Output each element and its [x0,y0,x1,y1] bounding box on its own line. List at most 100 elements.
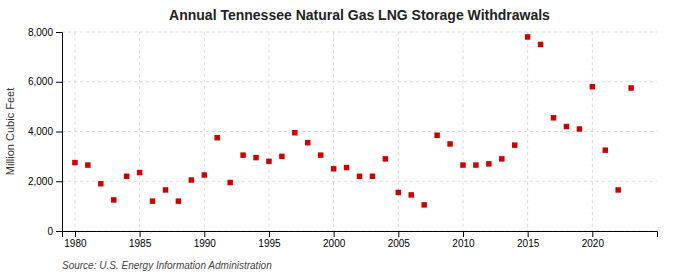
point [486,161,491,166]
grid-line [398,32,399,231]
point [396,190,401,195]
point [72,160,77,165]
tick-label: 8,000 [28,27,53,38]
point [344,165,349,170]
point [577,126,582,131]
tick: 2005 [388,231,411,249]
point [202,172,207,177]
tick: 1980 [64,231,87,249]
grid-line [333,32,334,231]
tick-mark [528,231,529,237]
point [551,115,556,120]
y-axis: 0 2,000 4,000 6,000 8,000 [28,27,63,237]
axis-line [56,33,63,232]
tick-mark [75,231,76,237]
y-axis-title: Million Cubic Feet [4,88,16,175]
grid-line [74,32,75,231]
tick-label: 6,000 [28,76,53,87]
point [421,202,426,207]
title: Annual Tennessee Natural Gas LNG Storage… [169,7,550,23]
tick: 2,000 [28,176,62,187]
tick-label: 2020 [582,238,605,249]
point [189,177,194,182]
point [499,156,504,161]
point [176,198,181,203]
point [163,187,168,192]
tick: 8,000 [28,27,62,38]
tick-label: 2000 [323,238,346,249]
point [564,124,569,129]
tick: 1995 [258,231,281,249]
tick: 1985 [129,231,152,249]
point [460,162,465,167]
point [447,141,452,146]
tick-label: 1995 [258,238,281,249]
point [512,142,517,147]
point [279,154,284,159]
point [615,187,620,192]
tick: 6,000 [28,76,62,87]
point [253,155,258,160]
grid-line [62,81,657,82]
point [98,181,103,186]
tick-mark [56,132,62,133]
tick-mark [269,231,270,237]
tick-mark [56,32,62,33]
points [72,34,634,207]
grid-line [139,32,140,231]
point [357,174,362,179]
tick-label: 1985 [129,238,152,249]
tick: 2015 [517,231,540,249]
point [603,147,608,152]
point [473,162,478,167]
point [370,174,375,179]
tick-label: 1990 [194,238,217,249]
point [590,84,595,89]
tick: 2010 [452,231,475,249]
point [137,170,142,175]
plot-area: 1980 1985 1990 1995 2000 2005 2010 2015 2020 0 2,0… [28,27,658,249]
tick-mark [398,231,399,237]
tick-mark [592,231,593,237]
grid-line [62,181,657,182]
tick-mark [56,82,62,83]
grid-line [204,32,205,231]
point [434,132,439,137]
point [292,130,297,135]
tick: 1990 [194,231,217,249]
point [305,140,310,145]
point [266,159,271,164]
point [538,42,543,47]
tick-mark [334,231,335,237]
point [227,180,232,185]
tick-label: 2,000 [28,176,53,187]
tick-mark [56,181,62,182]
grid-line [268,32,269,231]
point [240,152,245,157]
grid-line [462,32,463,231]
point [111,197,116,202]
tick-mark [56,231,62,232]
tick-label: 2005 [388,238,411,249]
source: Source: U.S. Energy Information Administ… [62,260,272,271]
tick: 2020 [582,231,605,249]
tick: 0 [47,226,62,237]
point [409,192,414,197]
point [383,156,388,161]
axis-line [63,232,658,238]
grid-line [592,32,593,231]
point [318,152,323,157]
tick-mark [204,231,205,237]
chart: 1980 1985 1990 1995 2000 2005 2010 2015 2020 0 2,0… [0,0,675,275]
grid-line [527,32,528,231]
grid-line [62,131,657,132]
tick-mark [463,231,464,237]
point [525,34,530,39]
grid [62,32,657,231]
point [124,174,129,179]
tick-label: 1980 [64,238,87,249]
tick-label: 2015 [517,238,540,249]
tick: 4,000 [28,126,62,137]
grid-line [62,32,657,33]
point [214,135,219,140]
